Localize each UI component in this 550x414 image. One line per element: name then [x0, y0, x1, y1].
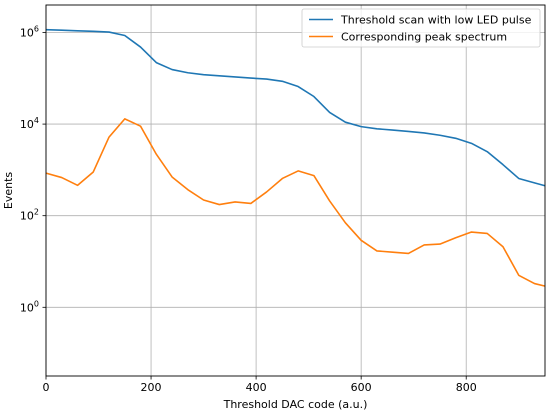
legend-label-threshold-scan: Threshold scan with low LED pulse	[340, 14, 532, 27]
x-tick-label: 400	[246, 381, 267, 394]
series-line-threshold-scan	[45, 28, 546, 187]
x-tick-label: 800	[456, 381, 477, 394]
legend-box	[301, 8, 541, 48]
y-tick-label: 106	[20, 24, 39, 39]
x-tick-label: 600	[351, 381, 372, 394]
x-tick-label: 0	[43, 381, 50, 394]
y-tick-label: 104	[20, 116, 39, 131]
legend: Threshold scan with low LED pulse Corres…	[301, 8, 541, 48]
x-tick-label: 200	[141, 381, 162, 394]
plot-frame	[45, 4, 546, 377]
y-axis-ticks: 100 102 104 106	[20, 24, 46, 314]
y-axis-label: Events	[2, 172, 15, 210]
series-line-peak-spectrum	[45, 118, 546, 287]
y-tick-label: 102	[20, 208, 39, 223]
x-axis-label: Threshold DAC code (a.u.)	[223, 398, 368, 411]
grid-lines	[45, 5, 545, 376]
series-lines	[45, 28, 546, 287]
y-tick-label: 100	[20, 299, 39, 314]
legend-label-peak-spectrum: Corresponding peak spectrum	[341, 31, 507, 44]
x-axis-ticks: 0 200 400 600 800	[43, 376, 477, 394]
